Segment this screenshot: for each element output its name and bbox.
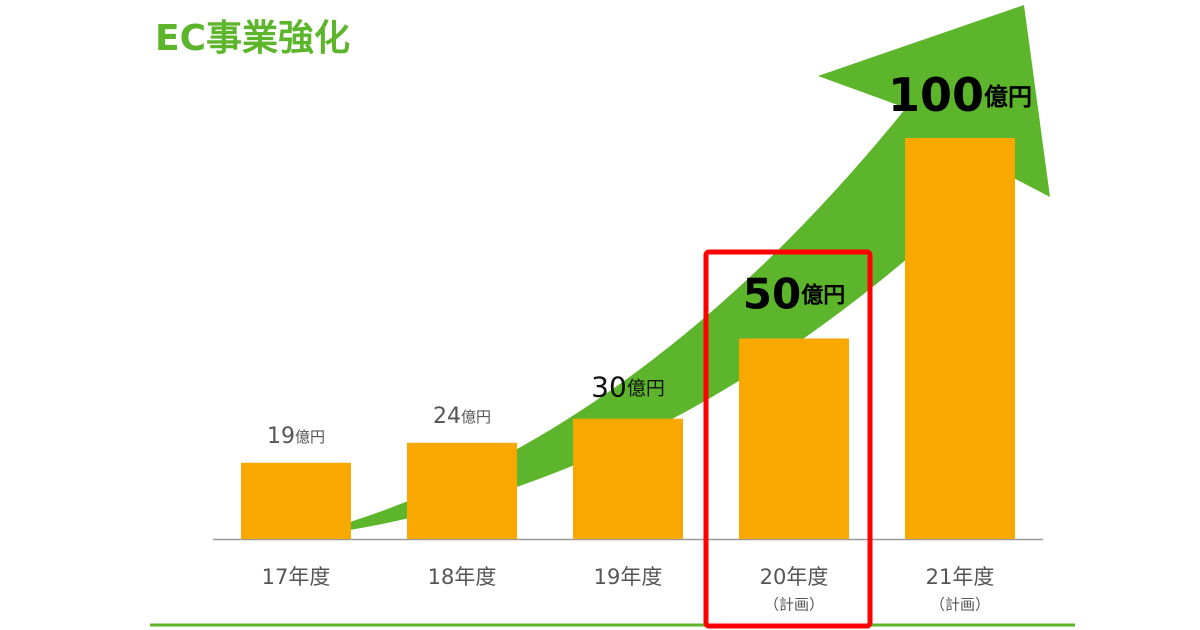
growth-arrow — [350, 5, 1050, 530]
highlight-box — [703, 249, 873, 629]
value-label: 100億円 — [888, 68, 1032, 122]
category-note: （計画） — [764, 596, 824, 614]
x-tick-label: 21年度 — [926, 565, 995, 589]
x-tick-label: 18年度 — [428, 565, 497, 589]
x-tick-label: 17年度 — [262, 565, 331, 589]
value-label: 24億円 — [433, 404, 491, 429]
bar — [241, 462, 351, 539]
bar — [905, 138, 1015, 539]
value-label: 19億円 — [267, 424, 325, 449]
value-label: 50億円 — [743, 269, 845, 318]
category-note: （計画） — [930, 596, 990, 614]
x-tick-label: 19年度 — [594, 565, 663, 589]
bar — [739, 338, 849, 539]
bar — [407, 442, 517, 539]
value-label: 30億円 — [591, 371, 665, 404]
bar — [573, 418, 683, 539]
x-tick-label: 20年度 — [760, 565, 829, 589]
chart-title: EC事業強化 — [155, 18, 350, 59]
